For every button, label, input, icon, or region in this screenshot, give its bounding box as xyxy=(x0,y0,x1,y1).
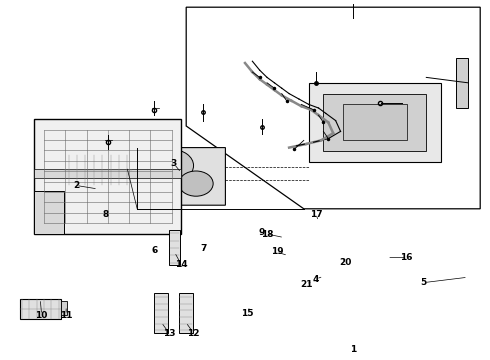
Polygon shape xyxy=(127,148,225,205)
Circle shape xyxy=(179,171,213,196)
Bar xyxy=(154,293,168,333)
Text: 7: 7 xyxy=(200,244,207,253)
Bar xyxy=(34,119,181,234)
Text: 6: 6 xyxy=(151,246,157,255)
Text: 3: 3 xyxy=(171,159,177,168)
Bar xyxy=(456,58,468,108)
Text: 15: 15 xyxy=(241,309,254,318)
Bar xyxy=(179,293,193,333)
Bar xyxy=(61,301,67,315)
Text: 5: 5 xyxy=(421,278,427,287)
Bar xyxy=(34,169,181,178)
Text: 14: 14 xyxy=(175,260,188,269)
Text: 4: 4 xyxy=(313,275,319,284)
Polygon shape xyxy=(34,191,64,234)
Text: 16: 16 xyxy=(400,253,413,262)
Text: 18: 18 xyxy=(261,230,273,239)
Bar xyxy=(343,104,407,140)
Bar xyxy=(309,83,441,162)
Text: 1: 1 xyxy=(350,345,356,354)
Text: 11: 11 xyxy=(60,310,73,320)
Text: 20: 20 xyxy=(339,258,352,267)
Text: 10: 10 xyxy=(35,310,48,320)
Text: 12: 12 xyxy=(187,329,200,338)
Text: 19: 19 xyxy=(270,248,283,256)
Text: 8: 8 xyxy=(102,210,108,219)
Text: 21: 21 xyxy=(300,280,313,289)
Circle shape xyxy=(149,149,194,182)
Text: 17: 17 xyxy=(310,210,322,219)
Text: 9: 9 xyxy=(259,228,266,237)
Bar xyxy=(323,94,426,151)
Text: 2: 2 xyxy=(73,181,79,190)
Bar xyxy=(64,155,132,185)
Bar xyxy=(20,299,61,319)
Text: 13: 13 xyxy=(163,329,175,338)
Bar xyxy=(169,230,180,265)
